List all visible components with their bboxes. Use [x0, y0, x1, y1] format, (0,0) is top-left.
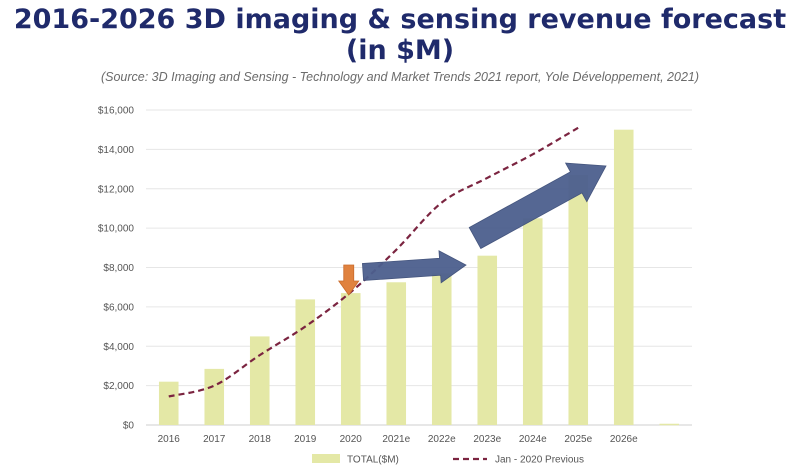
x-tick-label: 2025e — [564, 434, 592, 445]
legend: TOTAL($M) Jan - 2020 Previous — [312, 454, 584, 466]
chart-title: 2016-2026 3D imaging & sensing revenue f… — [0, 4, 800, 66]
legend-label-total: TOTAL($M) — [347, 455, 399, 466]
y-axis-labels: $0 $2,000 $4,000 $6,000 $8,000 $10,000 $12,000… — [98, 106, 135, 432]
x-tick-label: 2022e — [428, 434, 456, 445]
line-series — [168, 126, 579, 398]
y-tick-label: $10,000 — [98, 224, 135, 235]
bar-2016 — [158, 381, 179, 425]
trend-arrow-long-icon — [468, 162, 607, 250]
bar-2019 — [295, 299, 316, 425]
x-tick-label: 2018 — [249, 434, 272, 445]
bar-2021e — [386, 282, 407, 425]
bar-2024e — [522, 218, 543, 425]
annotations — [337, 162, 607, 296]
bar-2020 — [340, 293, 361, 425]
bar-2023e — [477, 255, 498, 425]
x-tick-label: 2017 — [203, 434, 226, 445]
x-tick-label: 2023e — [473, 434, 501, 445]
legend-swatch-total — [312, 454, 340, 463]
x-tick-label: 2021e — [382, 434, 410, 445]
x-tick-label: 2026e — [610, 434, 638, 445]
chart-title-line2: (in $M) — [345, 35, 455, 66]
y-tick-label: $12,000 — [98, 184, 135, 195]
y-tick-label: $8,000 — [103, 263, 134, 274]
bar-2017 — [204, 368, 225, 425]
x-axis-labels: 2016 2017 2018 2019 2020 2021e 2022e 2023e 2024e… — [158, 434, 638, 445]
bar-2022e — [431, 273, 452, 425]
x-tick-label: 2016 — [158, 434, 181, 445]
y-tick-label: $14,000 — [98, 145, 135, 156]
bar-2026e — [613, 129, 634, 425]
y-tick-label: $4,000 — [103, 342, 134, 353]
grid-lines — [146, 109, 692, 426]
down-arrow-icon — [337, 264, 360, 296]
x-tick-label: 2024e — [519, 434, 547, 445]
trend-arrow-short-icon — [361, 250, 467, 284]
bar-series — [158, 129, 680, 426]
y-tick-label: $16,000 — [98, 106, 135, 117]
x-tick-label: 2020 — [340, 434, 363, 445]
chart-source: (Source: 3D Imaging and Sensing - Techno… — [100, 70, 700, 84]
y-tick-label: $2,000 — [103, 381, 134, 392]
y-tick-label: $0 — [123, 421, 135, 432]
y-tick-label: $6,000 — [103, 302, 134, 313]
legend-label-previous: Jan - 2020 Previous — [495, 455, 584, 466]
previous-forecast-line — [168, 126, 579, 398]
chart-title-line1: 2016-2026 3D imaging & sensing revenue f… — [13, 4, 787, 35]
bar-2025e — [568, 174, 589, 425]
x-tick-label: 2019 — [294, 434, 317, 445]
